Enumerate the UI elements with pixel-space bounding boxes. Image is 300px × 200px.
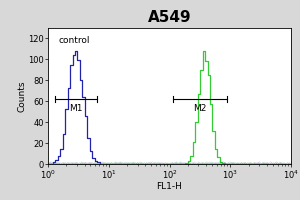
Text: M2: M2	[193, 104, 207, 113]
Title: A549: A549	[148, 10, 191, 25]
Y-axis label: Counts: Counts	[18, 80, 27, 112]
Text: M1: M1	[69, 104, 83, 113]
Text: control: control	[59, 36, 90, 45]
X-axis label: FL1-H: FL1-H	[157, 182, 182, 191]
